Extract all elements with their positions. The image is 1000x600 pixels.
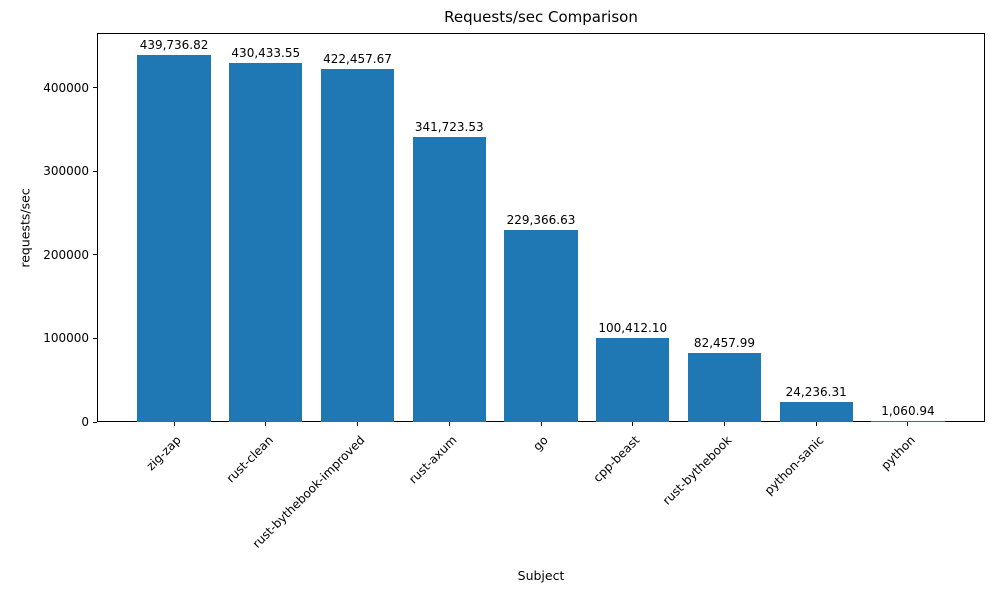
bar-value-label: 430,433.55: [231, 45, 301, 60]
y-tick-label: 200000: [43, 247, 89, 262]
bar-value-label: 422,457.67: [323, 52, 392, 67]
y-tick-mark: [93, 421, 97, 423]
bar-python: [871, 421, 945, 422]
bar-value-label: 24,236.31: [785, 384, 847, 399]
bar-zig-zap: [137, 54, 211, 422]
x-tick-mark: [540, 422, 542, 426]
bar-rust-clean: [229, 62, 303, 422]
y-tick-label: 300000: [43, 164, 89, 179]
y-tick-label: 0: [81, 415, 89, 429]
bar-rust-bythebook: [687, 353, 762, 422]
y-tick-mark: [93, 254, 97, 256]
y-tick-mark: [93, 170, 97, 172]
bar-value-label: 341,723.53: [414, 119, 484, 134]
bar-value-label: 229,366.63: [506, 213, 576, 228]
bar-cpp-beast: [596, 338, 670, 422]
y-tick-mark: [93, 337, 97, 339]
bar-value-label: 100,412.10: [598, 321, 668, 336]
bar-value-label: 439,736.82: [139, 37, 209, 52]
bar-rust-bythebook-improved: [320, 69, 395, 422]
bar-value-label: 1,060.94: [881, 404, 935, 418]
x-tick-label: python: [608, 429, 918, 473]
x-tick-mark: [723, 422, 725, 426]
chart-title: Requests/sec Comparison: [444, 8, 638, 26]
x-tick-mark: [907, 422, 909, 426]
y-tick-label: 100000: [43, 331, 89, 346]
y-tick-label: 400000: [43, 80, 89, 95]
x-tick-label-text: python: [878, 433, 918, 473]
x-tick-mark: [448, 422, 450, 426]
x-tick-mark: [357, 422, 359, 426]
x-axis-label: Subject: [517, 568, 565, 583]
bar-python-sanic: [779, 401, 853, 422]
x-tick-mark: [173, 422, 175, 426]
bar-rust-axum: [412, 136, 486, 422]
y-tick-mark: [93, 87, 97, 89]
bar-value-label: 82,457.99: [693, 336, 756, 351]
x-tick-mark: [815, 422, 817, 426]
bar-go: [504, 230, 578, 422]
x-tick-mark: [265, 422, 267, 426]
x-tick-mark: [632, 422, 634, 426]
